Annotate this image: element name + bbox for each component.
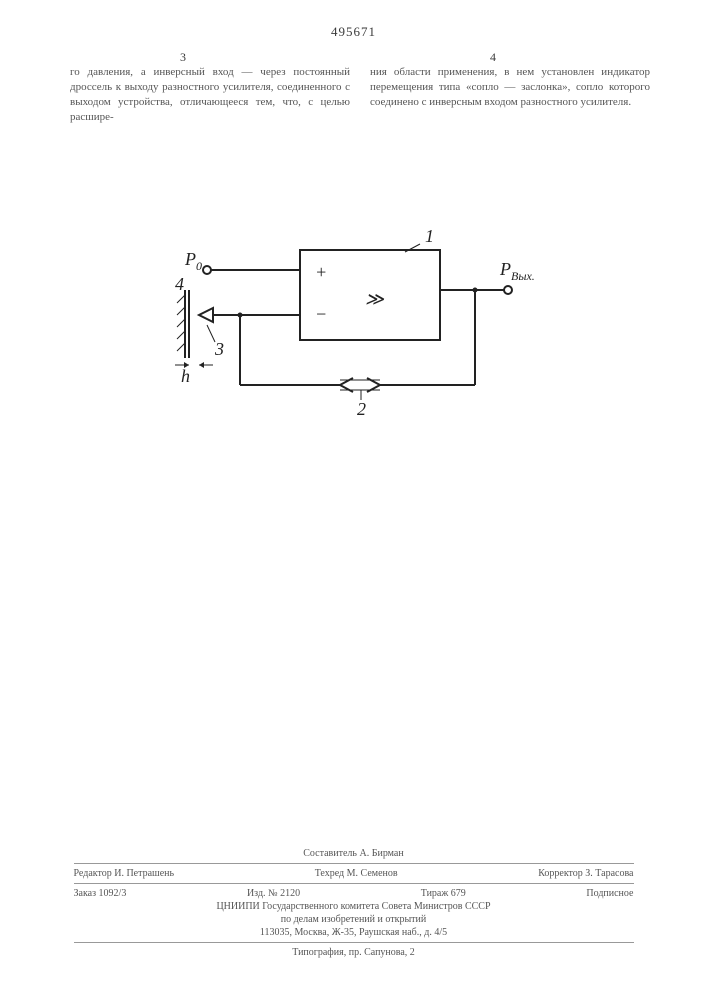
org-line-2: по делам изобретений и открытий [74,914,634,925]
corr-name: З. Тарасова [585,868,633,879]
callout-4: 4 [175,274,184,294]
patent-number: 495671 [0,24,707,40]
order-number: Заказ 1092/3 [74,888,127,899]
body-text-left-column: го давления, а инверсный вход — через по… [70,65,350,124]
tech-label: Техред [315,868,344,879]
pout-label: PВых. [499,259,535,283]
subscription: Подписное [586,888,633,899]
terminal-out [504,286,512,294]
address-line: 113035, Москва, Ж-35, Раушская наб., д. … [74,927,634,938]
body-text-right-column: ния области применения, в нем установлен… [370,65,650,110]
edition-number: Изд. № 2120 [247,888,300,899]
compiler-name: А. Бирман [360,848,404,859]
terminal-p0 [203,266,211,274]
plus-label: + [315,262,327,282]
schematic-diagram: + − ≫ P0 PВых. [155,220,555,440]
typography-line: Типография, пр. Сапунова, 2 [74,947,634,958]
column-number-right: 4 [490,50,496,65]
corr-label: Корректор [538,868,583,879]
column-number-left: 3 [180,50,186,65]
editor-name: И. Петрашень [114,868,174,879]
h-label: h [181,366,190,386]
amplifier-symbol: ≫ [365,289,385,309]
print-run: Тираж 679 [421,888,466,899]
editor-label: Редактор [74,868,112,879]
org-line-1: ЦНИИПИ Государственного комитета Совета … [74,901,634,912]
callout-3: 3 [214,339,224,359]
nozzle-icon [199,308,213,322]
callout-1: 1 [425,226,434,246]
minus-label: − [315,304,327,324]
imprint-footer: Составитель А. Бирман Редактор И. Петраш… [0,846,707,960]
callout-2: 2 [357,399,366,419]
tech-name: М. Семенов [347,868,398,879]
p0-label: P0 [184,249,202,273]
compiler-label: Составитель [303,848,357,859]
node-fb [473,288,478,293]
